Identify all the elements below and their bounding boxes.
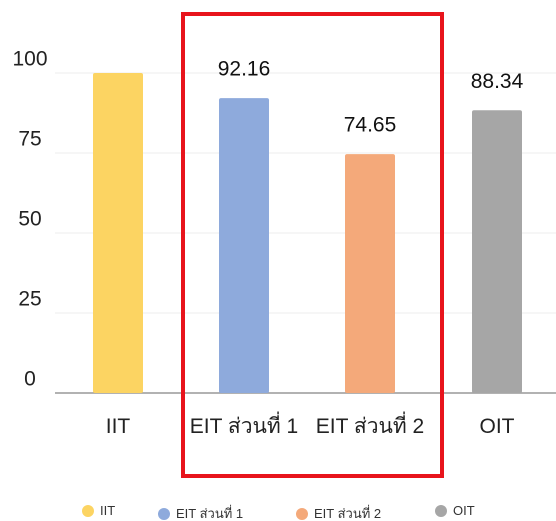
legend-item: IIT	[82, 503, 115, 518]
legend-item: OIT	[435, 503, 475, 518]
legend-item: EIT ส่วนที่ 1	[158, 503, 243, 521]
highlight-box	[181, 12, 444, 478]
bar	[93, 73, 143, 393]
y-tick-label: 25	[18, 288, 41, 311]
x-tick-label: EIT ส่วนที่ 1	[189, 415, 299, 438]
x-tick-label: EIT ส่วนที่ 2	[315, 415, 425, 438]
legend-swatch	[158, 507, 170, 520]
legend-label: IIT	[100, 503, 116, 518]
legend-item: EIT ส่วนที่ 2	[296, 503, 381, 521]
y-tick-label: 0	[24, 368, 36, 391]
bar	[345, 154, 395, 393]
value-label: 88.34	[471, 70, 524, 93]
bar	[472, 110, 522, 393]
x-tick-label: IIT	[105, 415, 131, 438]
y-tick-label: 50	[18, 208, 41, 231]
legend-label: EIT ส่วนที่ 1	[176, 506, 244, 521]
legend-swatch	[435, 504, 447, 517]
y-tick-label: 100	[12, 48, 47, 71]
bar	[219, 98, 269, 393]
x-tick-label: OIT	[479, 415, 515, 438]
value-label: 92.16	[218, 58, 271, 81]
y-tick-label: 75	[18, 128, 41, 151]
legend-swatch	[296, 507, 308, 520]
legend-label: EIT ส่วนที่ 2	[314, 506, 382, 521]
value-label: 74.65	[344, 114, 397, 137]
legend-label: OIT	[453, 503, 475, 518]
legend-swatch	[82, 504, 94, 517]
